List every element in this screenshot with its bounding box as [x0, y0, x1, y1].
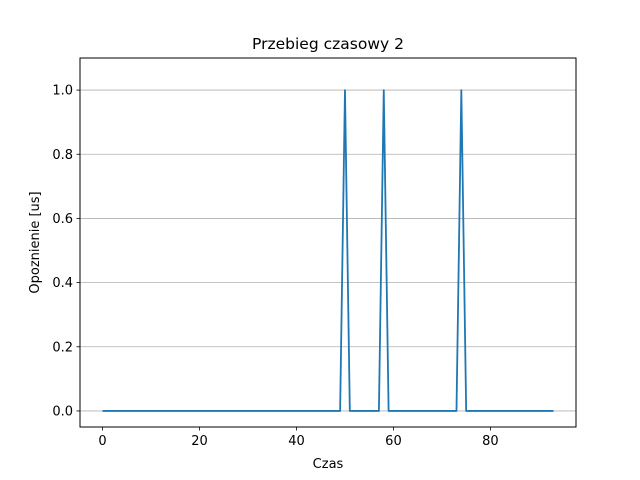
y-ticks: 0.0 0.2 0.4 0.6 0.8 1.0 [52, 84, 80, 419]
y-tick-label: 0.8 [52, 148, 73, 163]
x-tick-label: 40 [288, 434, 305, 449]
y-tick-label: 0.6 [52, 212, 73, 227]
series-line [102, 89, 554, 412]
y-tick-label: 0.0 [52, 404, 73, 419]
y-axis-label: Opoznienie [us] [28, 191, 43, 293]
grid-layer [80, 89, 576, 412]
x-tick-label: 0 [98, 434, 106, 449]
x-axis-label: Czas [313, 457, 344, 472]
x-tick-label: 80 [482, 434, 499, 449]
chart-title: Przebieg czasowy 2 [252, 35, 404, 53]
x-ticks: 0 20 40 60 80 [98, 427, 499, 449]
x-tick-label: 20 [191, 434, 208, 449]
y-tick-label: 1.0 [52, 84, 73, 99]
y-tick-label: 0.4 [52, 276, 73, 291]
plot-frame [79, 57, 577, 428]
series-layer [102, 89, 554, 412]
x-tick-label: 60 [385, 434, 402, 449]
y-tick-label: 0.2 [52, 340, 73, 355]
